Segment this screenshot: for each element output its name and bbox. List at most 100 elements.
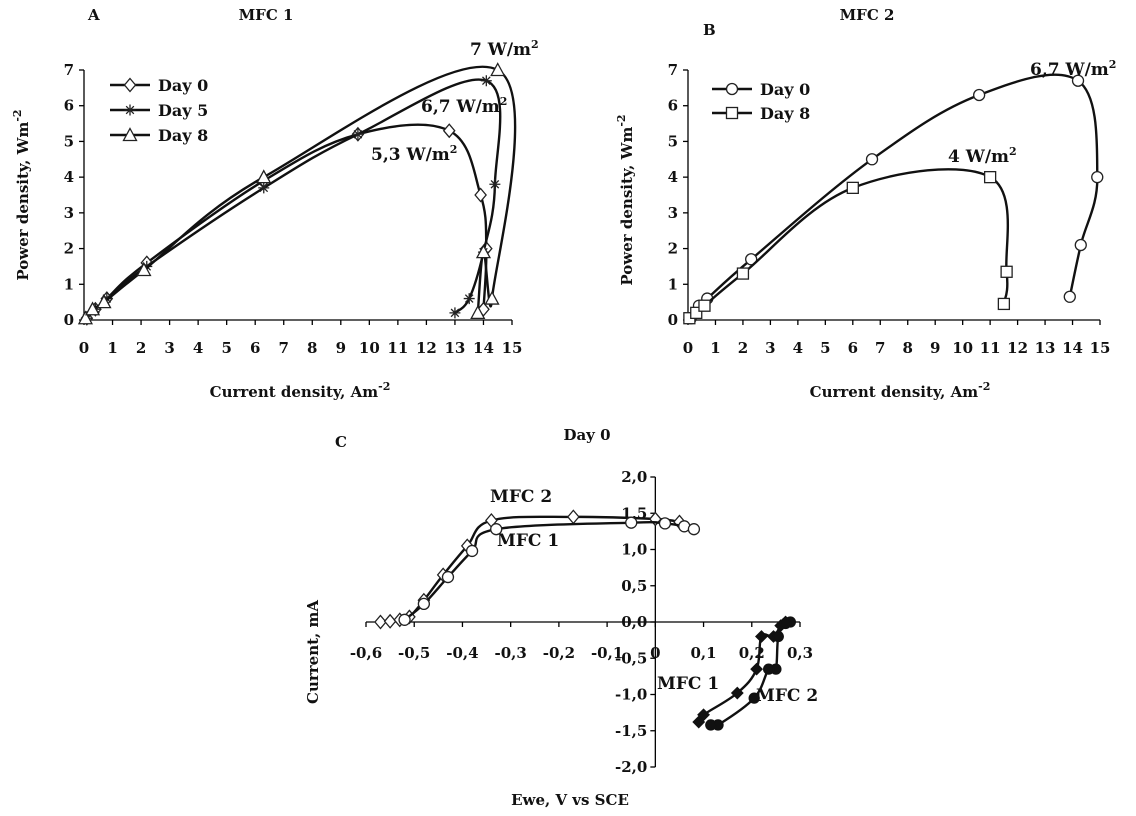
x-tick-label: 14 <box>473 339 494 357</box>
legend-label: Day 5 <box>158 101 208 120</box>
x-tick-label: 14 <box>1062 339 1083 357</box>
x-tick-label: -0,4 <box>446 644 478 662</box>
y-tick-label: 7 <box>668 61 678 79</box>
data-point <box>690 306 703 320</box>
data-point <box>398 613 411 626</box>
y-tick-label: 1 <box>668 275 678 293</box>
chart-title: MFC 2 <box>840 6 895 24</box>
legend-marker <box>725 106 739 120</box>
data-point <box>84 301 101 316</box>
data-point <box>136 262 152 277</box>
data-point <box>1063 290 1076 303</box>
panel-a-chart: A MFC 10 1 2 3 4 5 6 7 8 9 10 11 12 13 14 1501234567Curr… <box>11 6 539 401</box>
data-point <box>449 307 461 319</box>
data-point <box>463 293 475 305</box>
y-tick-label: 5 <box>64 132 74 150</box>
data-point <box>383 613 397 629</box>
legend-marker <box>124 104 136 116</box>
data-point <box>846 181 859 195</box>
y-tick-label: 3 <box>668 204 678 222</box>
x-tick-label: -0,2 <box>543 644 575 662</box>
legend-label: Day 8 <box>760 104 810 123</box>
annotation-label: 6,7 W/m2 <box>1030 58 1116 80</box>
data-point <box>736 267 750 280</box>
data-point <box>1000 265 1013 278</box>
annotation-label: MFC 2 <box>756 686 818 706</box>
legend-label: Day 8 <box>158 126 208 145</box>
data-point <box>865 153 879 166</box>
data-point <box>489 178 501 190</box>
y-tick-label: 0,5 <box>621 577 647 595</box>
x-tick-label: 0 <box>683 339 693 357</box>
data-point <box>779 617 792 630</box>
x-axis-label: Ewe, V vs SCE <box>511 791 629 809</box>
x-tick-label: 11 <box>387 339 408 357</box>
data-point <box>1071 74 1085 87</box>
data-point <box>730 686 744 700</box>
y-tick-label: 5 <box>668 132 678 150</box>
data-point <box>997 297 1011 311</box>
series-mfc-2 <box>374 509 686 630</box>
x-tick-label: 15 <box>1090 339 1111 357</box>
x-tick-label: 6 <box>250 339 260 357</box>
data-point <box>470 304 486 320</box>
chart-title: Day 0 <box>563 426 610 444</box>
data-point <box>763 663 775 675</box>
y-tick-label: 6 <box>64 97 74 115</box>
y-axis-label: Power density, Wm-2 <box>615 114 636 285</box>
data-point <box>772 630 784 643</box>
x-tick-label: 2 <box>136 339 146 357</box>
y-tick-label: 6 <box>668 97 678 115</box>
data-point <box>417 597 431 611</box>
panel-letter: A <box>87 6 100 24</box>
y-tick-label: 2 <box>64 240 74 258</box>
data-point <box>352 128 364 140</box>
y-tick-label: 7 <box>64 61 74 79</box>
x-tick-label: 8 <box>903 339 913 357</box>
x-tick-label: 4 <box>193 339 203 357</box>
data-point <box>374 614 387 630</box>
y-tick-label: 1 <box>64 275 74 293</box>
x-tick-label: 1 <box>710 339 720 357</box>
y-tick-label: 0 <box>668 311 678 329</box>
data-point <box>705 719 717 731</box>
x-tick-label: 8 <box>307 339 317 357</box>
data-point <box>441 570 455 584</box>
data-point <box>465 544 479 558</box>
panel-c-chart: C Day 0-0,6 -0,5 -0,4 -0,3 -0,2 -0,1 0 0,1 0,2 0,3… <box>304 426 818 809</box>
legend-label: Day 0 <box>158 76 208 95</box>
data-point <box>745 253 758 266</box>
data-point <box>658 517 672 530</box>
x-tick-label: 9 <box>336 339 346 357</box>
x-tick-label: 9 <box>930 339 940 357</box>
data-point <box>1091 170 1104 184</box>
x-tick-label: 3 <box>765 339 775 357</box>
y-tick-label: -2,0 <box>615 758 647 776</box>
data-point <box>484 290 500 305</box>
y-tick-label: -1,0 <box>615 686 647 704</box>
annotation-label: 4 W/m2 <box>948 145 1017 167</box>
x-tick-label: -0,6 <box>350 644 382 662</box>
data-point <box>692 715 706 729</box>
y-tick-label: 0,0 <box>621 613 647 631</box>
x-tick-label: 5 <box>221 339 231 357</box>
series-day-8 <box>683 168 1013 325</box>
annotation-label: 7 W/m2 <box>470 38 539 60</box>
chart-title: MFC 1 <box>239 6 294 24</box>
y-tick-label: -0,5 <box>615 649 647 667</box>
x-tick-label: 0 <box>79 339 89 357</box>
x-tick-label: 11 <box>980 339 1001 357</box>
data-point <box>474 187 487 203</box>
data-point <box>748 692 760 704</box>
y-tick-label: 4 <box>64 168 74 186</box>
x-tick-label: 5 <box>820 339 830 357</box>
y-tick-label: 4 <box>668 168 678 186</box>
x-tick-label: 10 <box>359 339 380 357</box>
data-point <box>972 88 986 102</box>
data-point <box>480 75 492 87</box>
data-point <box>77 310 94 325</box>
x-tick-label: 2 <box>738 339 748 357</box>
data-point <box>442 123 456 139</box>
legend-marker <box>725 82 739 96</box>
